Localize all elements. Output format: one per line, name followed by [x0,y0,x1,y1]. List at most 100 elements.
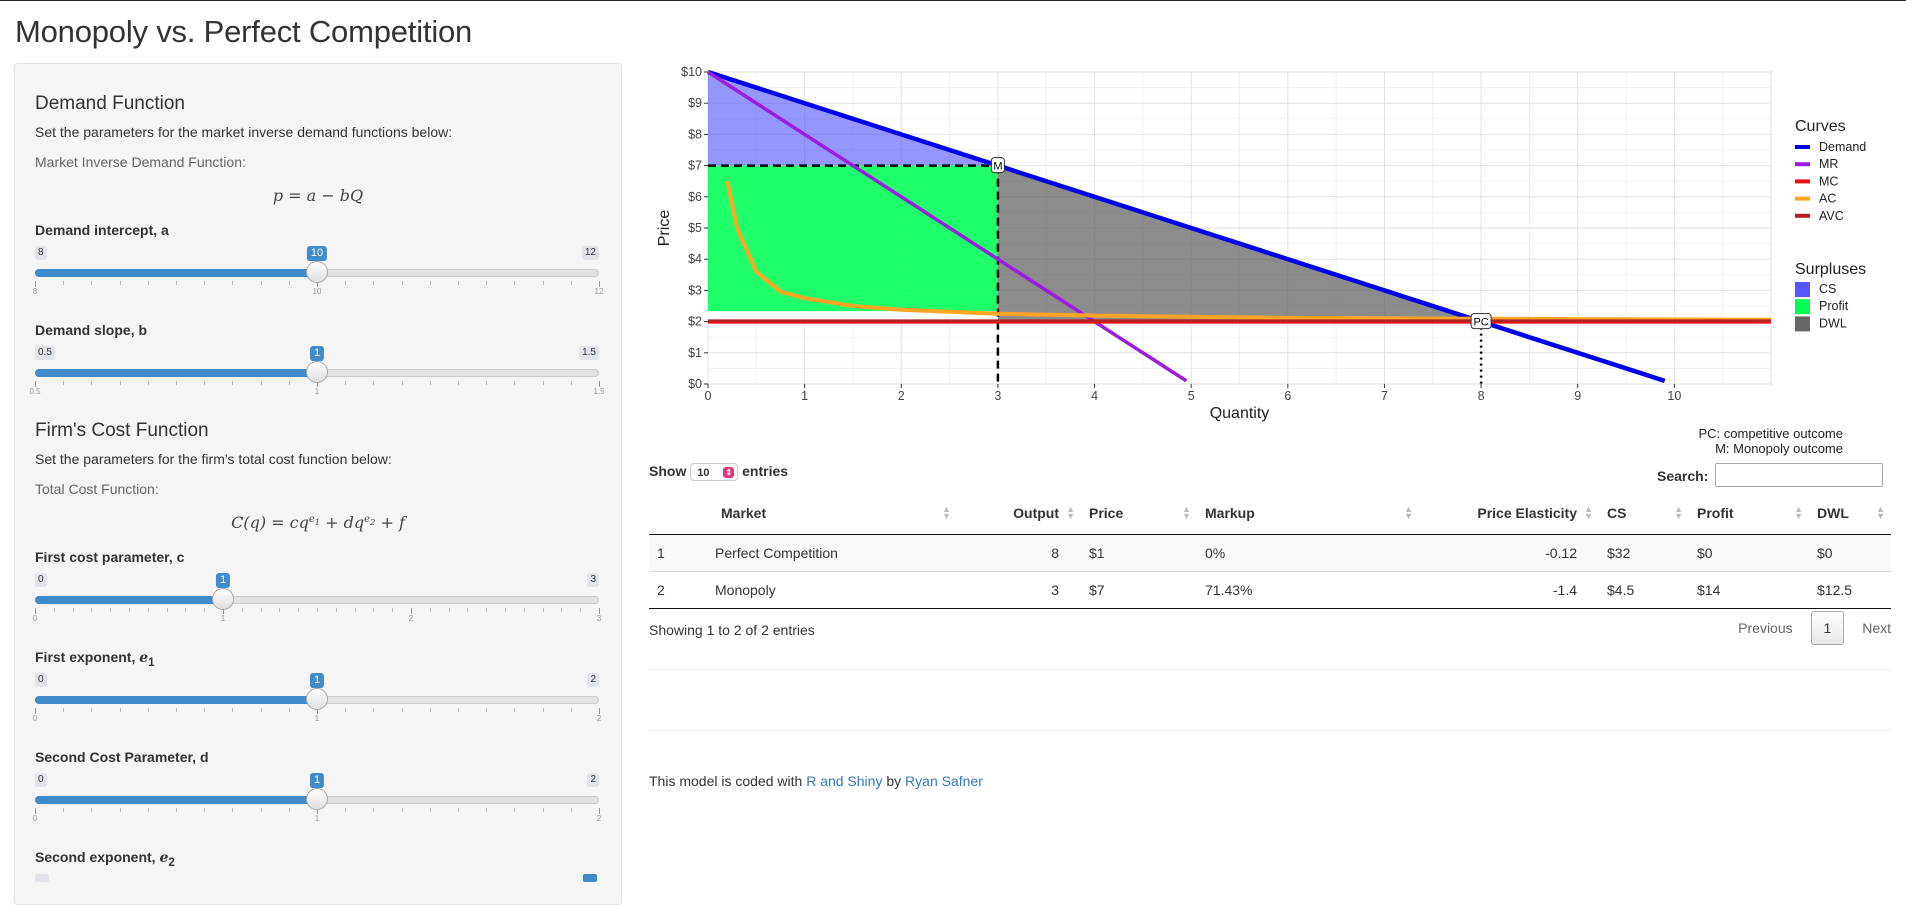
column-header-market[interactable]: Market ▲ ▼ [707,493,957,535]
slider-tick [345,708,347,712]
slider-tick [401,281,403,285]
slider-tick [241,608,243,612]
footer-middle: by [882,773,906,789]
slider-tick [429,381,431,385]
slider-value-badge: 10 [306,246,328,261]
y-tick-label: $10 [681,65,702,79]
second-cost-parameter-slider[interactable]: 0 2 1 0 1 2 [33,773,601,823]
slider-tick [429,708,431,712]
slider-min-badge: 0 [35,673,47,687]
slider-tick [147,281,149,285]
cell-markup: 71.43% [1197,570,1419,609]
second-exponent-value-badge [583,874,597,882]
slider-label-e1: First exponent, e1 [35,649,155,669]
slider-tick [570,381,572,385]
slider-handle[interactable] [212,588,234,610]
cost-formula: C(q) = cqe1 + dqe2 + f [231,513,405,532]
entries-length-select[interactable]: 10 ⇕ [690,463,739,482]
y-tick-label: $1 [688,346,702,360]
y-tick-label: $0 [688,377,702,391]
footer-credit: This model is coded with R and Shiny by … [649,773,983,789]
legend-curves-title: Curves [1795,118,1846,135]
demand-intercept-slider[interactable]: 8 12 10 8 10 12 [33,246,603,296]
slider-tick [35,381,36,387]
slider-tick [91,708,93,712]
slider-tick [119,708,121,712]
slider-value-badge: 1 [215,573,231,588]
slider-tick [91,808,93,812]
slider-tick [542,608,544,612]
page-1-button[interactable]: 1 [1810,611,1845,645]
column-header-profit[interactable]: Profit ▲ ▼ [1689,493,1809,535]
search-input[interactable] [1715,463,1883,487]
first-cost-parameter-slider[interactable]: 0 3 1 0 1 2 3 [33,573,601,623]
column-header-output[interactable]: Output ▲ ▼ [957,493,1081,535]
table-row[interactable]: 2 Monopoly 3 $7 71.43% -1.4 $4.5 $14 $12… [649,570,1891,609]
column-header-index[interactable] [649,493,707,535]
cell-market: Perfect Competition [707,533,957,571]
slider-tick-label: 1 [220,614,226,623]
entries-length-value: 10 [697,467,710,480]
slider-tick [232,708,234,712]
slider-tick-label: 2 [408,614,414,623]
author-link[interactable]: Ryan Safner [905,773,983,789]
divider [649,669,1891,670]
slider-value-badge: 1 [309,773,325,788]
slider-tick [288,281,290,285]
y-tick-label: $8 [688,127,702,141]
slider-tick [345,281,347,285]
slider-min-badge: 0.5 [35,346,55,360]
x-tick-label: 6 [1284,389,1291,403]
outcome-pc-caption: PC: competitive outcome [1698,426,1843,441]
slider-label-b: Demand slope, b [35,322,148,338]
slider-handle[interactable] [306,788,328,810]
slider-tick [288,381,290,385]
slider-tick [429,808,431,812]
next-button[interactable]: Next [1862,620,1891,636]
x-tick-label: 9 [1574,389,1581,403]
slider-value-badge: 1 [309,673,325,688]
table-row[interactable]: 1 Perfect Competition 8 $1 0% -0.12 $32 … [649,533,1891,571]
cell-output: 8 [957,533,1081,571]
cell-index: 1 [649,533,707,571]
area-profit [708,165,998,312]
slider-tick [204,281,206,285]
slider-tick-label: 1 [314,714,320,723]
slider-handle[interactable] [306,688,328,710]
legend-label-cs: CS [1819,282,1836,296]
pagination: Previous 1 Next [1738,611,1891,645]
column-header-markup[interactable]: Markup ▲ ▼ [1197,493,1419,535]
slider-tick [176,808,177,812]
column-header-price-elasticity[interactable]: Price Elasticity ▲ ▼ [1419,493,1599,535]
slider-tick [185,608,187,612]
table-info: Showing 1 to 2 of 2 entries [649,622,815,638]
demand-slope-slider[interactable]: 0.5 1.5 1 0.5 1 1.5 [29,346,605,396]
x-tick-label: 3 [994,389,1001,403]
cell-profit: $0 [1689,533,1809,571]
y-tick-label: $5 [688,221,702,235]
slider-tick [599,281,600,287]
legend-key-profit [1795,299,1810,315]
legend-label-mr: MR [1819,157,1838,171]
slider-tick [570,708,572,712]
slider-tick [317,808,318,814]
column-header-cs[interactable]: CS ▲ ▼ [1599,493,1689,535]
slider-fill [35,596,223,604]
slider-max-badge: 3 [587,573,599,587]
slider-tick [119,808,121,812]
column-header-dwl[interactable]: DWL ▲ ▼ [1809,493,1891,535]
legend-surplus-title: Surpluses [1795,261,1866,278]
r-shiny-link[interactable]: R and Shiny [806,773,883,789]
previous-button[interactable]: Previous [1738,620,1793,636]
slider-tick [429,281,431,285]
slider-tick [542,708,544,712]
point-label-pc: PC [1473,317,1488,329]
column-header-price[interactable]: Price ▲ ▼ [1081,493,1197,535]
slider-handle[interactable] [306,261,328,283]
slider-tick [486,281,488,285]
slider-handle[interactable] [306,361,328,383]
y-tick-label: $4 [688,252,702,266]
first-exponent-slider[interactable]: 0 2 1 0 1 2 [33,673,601,723]
outcome-legend: PC: competitive outcome M: Monopoly outc… [1698,426,1843,456]
cell-price: $7 [1081,570,1197,609]
